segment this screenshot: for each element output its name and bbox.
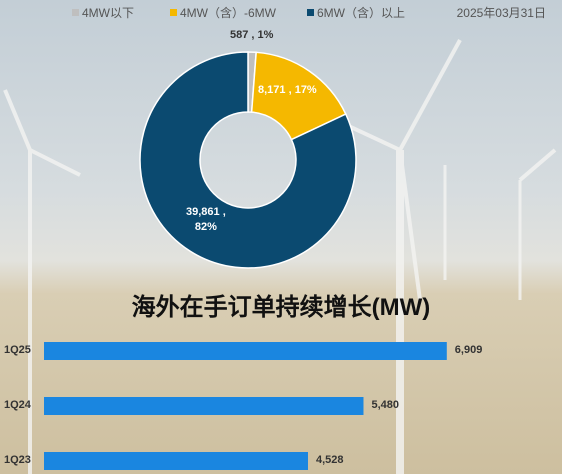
chart-title: 海外在手订单持续增长(MW) — [131, 294, 431, 321]
data-label: 6,909 — [454, 344, 483, 356]
data-label: 5,480 — [371, 399, 399, 411]
date: 2025年03月31日 — [456, 6, 546, 20]
legend-label: 4MW以下 — [82, 6, 134, 20]
y-tick-label: 1Q23 — [4, 454, 31, 466]
data-label: 4,528 — [315, 454, 344, 466]
legend-swatch — [72, 9, 79, 16]
y-tick-label: 1Q25 — [4, 344, 31, 356]
data-label: 8,171 , 17% — [258, 84, 317, 96]
legend-item: 4MW以下 — [72, 4, 134, 21]
donut-segment — [250, 51, 347, 141]
data-label: 587 , 1% — [230, 29, 274, 41]
data-label: 39,861 , 82% — [186, 206, 226, 233]
legend-item: 6MW（含）以上 — [307, 4, 405, 21]
y-tick-label: 1Q24 — [4, 399, 31, 411]
bar — [44, 452, 308, 470]
donut-segment — [139, 51, 357, 269]
bar — [44, 342, 447, 360]
legend-swatch — [170, 9, 177, 16]
bar — [44, 397, 364, 415]
legend-label: 4MW（含）-6MW — [180, 6, 276, 20]
legend-label: 6MW（含）以上 — [317, 6, 405, 20]
legend-swatch — [307, 9, 314, 16]
legend-item: 4MW（含）-6MW — [170, 4, 276, 21]
